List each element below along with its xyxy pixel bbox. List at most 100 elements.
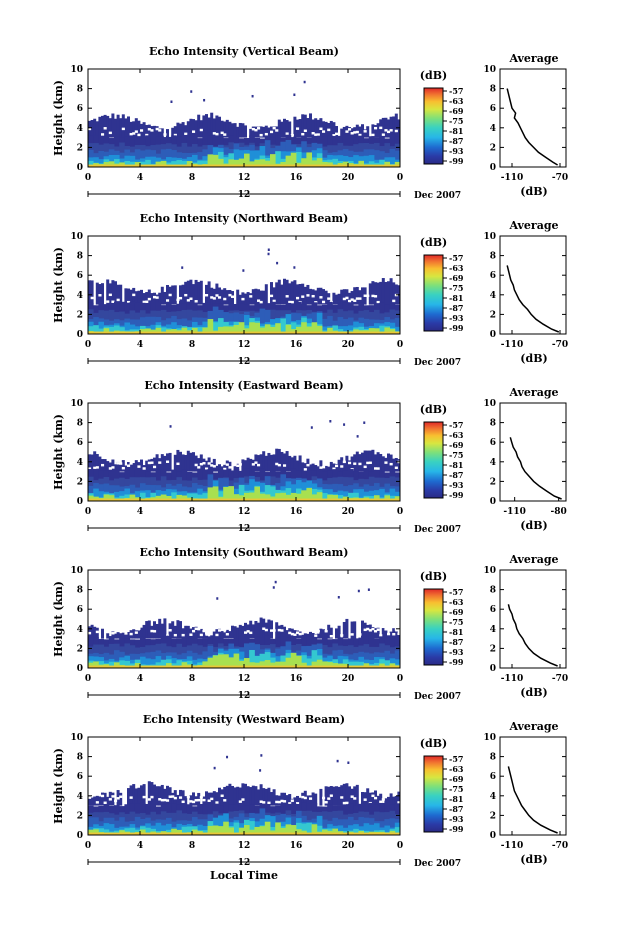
- echo-cell: [264, 125, 268, 138]
- echo-cell: [184, 281, 188, 305]
- echo-band-cell: [145, 658, 151, 668]
- echo-cell: [119, 633, 123, 639]
- echo-band-cell: [259, 826, 266, 835]
- x-tick-label: 8: [189, 507, 195, 517]
- echo-gap: [311, 294, 315, 298]
- echo-cell: [132, 287, 136, 305]
- echo-gap: [101, 794, 105, 798]
- echo-gap: [225, 633, 229, 636]
- echo-gap: [251, 463, 255, 466]
- echo-cell: [246, 786, 250, 806]
- echo-band-cell: [322, 819, 328, 835]
- echo-cell: [262, 451, 266, 472]
- echo-band-cell: [150, 156, 156, 167]
- echo-gap: [111, 795, 115, 798]
- echo-band-cell: [108, 824, 115, 835]
- x-tick-label: 12: [238, 841, 251, 851]
- echo-gap: [124, 632, 128, 635]
- echo-cell: [387, 281, 390, 305]
- echo-cell: [98, 116, 102, 138]
- average-y-tick-label: 8: [490, 753, 496, 763]
- echo-band-cell: [218, 815, 224, 835]
- echo-cell: [153, 621, 156, 639]
- echo-band-cell: [88, 829, 94, 835]
- echo-band-cell: [98, 491, 104, 501]
- echo-band-cell: [238, 660, 245, 668]
- echo-gap: [350, 298, 354, 301]
- echo-gap: [163, 133, 167, 136]
- echo-band-cell: [192, 493, 198, 501]
- echo-cell: [267, 127, 271, 138]
- echo-band-cell: [374, 495, 380, 501]
- echo-band-cell: [134, 663, 141, 668]
- echo-cell: [160, 623, 164, 639]
- echo-band-cell: [275, 661, 281, 668]
- echo-band-cell: [218, 654, 224, 668]
- echo-cell: [160, 784, 164, 806]
- echo-gap: [223, 297, 227, 301]
- echo-band-cell: [332, 663, 338, 668]
- echo-band-cell: [155, 662, 162, 668]
- echo-band-cell: [270, 662, 276, 668]
- echo-cell: [233, 626, 237, 639]
- echo-cell: [384, 281, 388, 305]
- echo-cell: [116, 461, 120, 472]
- echo-cell: [283, 626, 286, 639]
- echo-gap: [95, 466, 99, 469]
- echo-cell: [259, 784, 263, 806]
- echo-band-cell: [249, 829, 255, 835]
- y-tick-label: 4: [77, 625, 83, 635]
- echo-cell: [111, 631, 115, 639]
- echo-gap: [355, 297, 359, 300]
- x-tick-label: 4: [137, 173, 143, 183]
- average-y-tick-label: 6: [490, 605, 496, 615]
- average-x-tick-label: -110: [501, 841, 524, 851]
- echo-band-cell: [394, 326, 401, 334]
- y-tick-label: 8: [77, 419, 83, 429]
- echo-cell: [88, 454, 91, 472]
- echo-cell: [288, 283, 292, 305]
- echo-band-cell: [129, 484, 136, 501]
- echo-cell: [376, 282, 380, 305]
- echo-cell: [355, 451, 359, 472]
- echo-cell: [103, 792, 107, 806]
- echo-gap: [368, 461, 372, 464]
- echo-gap: [257, 463, 261, 467]
- average-profile-line: [506, 88, 558, 166]
- echo-gap: [379, 634, 383, 637]
- echo-gap: [220, 794, 224, 797]
- echo-cell: [254, 126, 258, 138]
- echo-band-cell: [353, 828, 359, 835]
- colorbar-tick-label: -81: [449, 794, 463, 804]
- colorbar-tick-label: -99: [449, 323, 464, 333]
- echo-cell: [374, 125, 377, 138]
- echo-cell: [251, 289, 255, 305]
- average-x-label: (dB): [520, 853, 547, 866]
- echo-speck: [242, 269, 245, 272]
- echo-cell: [176, 449, 180, 472]
- echo-gap: [366, 627, 370, 631]
- echo-gap: [88, 796, 92, 799]
- echo-cell: [280, 624, 284, 639]
- echo-band-cell: [374, 328, 380, 334]
- echo-band-cell: [93, 157, 99, 167]
- echo-band-cell: [218, 318, 224, 334]
- echo-cell: [233, 787, 237, 806]
- echo-cell: [277, 795, 281, 806]
- echo-cell: [361, 124, 364, 138]
- echo-cell: [134, 460, 138, 472]
- echo-gap: [103, 127, 107, 130]
- echo-gap: [249, 631, 253, 635]
- echo-gap: [366, 294, 370, 298]
- echo-cell: [381, 456, 385, 472]
- echo-gap: [215, 633, 219, 637]
- echo-band-cell: [160, 149, 167, 167]
- echo-band-cell: [296, 829, 302, 835]
- average-x-tick-label: -70: [552, 173, 568, 183]
- echo-band-cell: [249, 479, 255, 501]
- average-title: Average: [508, 219, 558, 232]
- echo-cell: [223, 632, 227, 639]
- echo-cell: [332, 786, 336, 806]
- echo-cell: [353, 786, 357, 806]
- echo-cell: [350, 456, 354, 472]
